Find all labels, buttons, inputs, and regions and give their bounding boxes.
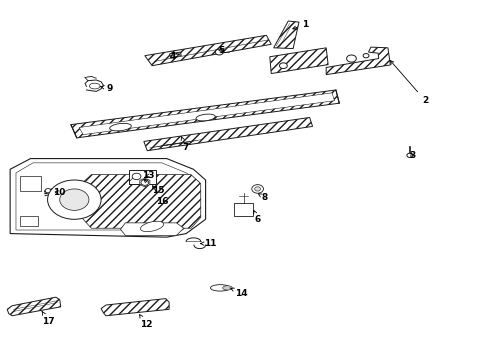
Text: 17: 17 bbox=[41, 311, 54, 325]
Ellipse shape bbox=[196, 114, 215, 121]
Text: 4: 4 bbox=[169, 51, 179, 60]
Polygon shape bbox=[325, 47, 389, 75]
Polygon shape bbox=[143, 117, 312, 151]
Polygon shape bbox=[144, 35, 271, 66]
Circle shape bbox=[363, 54, 368, 58]
Text: 8: 8 bbox=[258, 193, 267, 202]
Text: 1: 1 bbox=[292, 20, 308, 29]
Circle shape bbox=[141, 180, 148, 185]
Circle shape bbox=[251, 185, 263, 193]
Polygon shape bbox=[7, 297, 61, 316]
Text: 14: 14 bbox=[229, 288, 247, 298]
Polygon shape bbox=[16, 163, 200, 230]
Ellipse shape bbox=[89, 83, 100, 89]
Circle shape bbox=[346, 55, 356, 62]
Text: 13: 13 bbox=[142, 171, 154, 180]
Polygon shape bbox=[20, 216, 38, 226]
Text: 7: 7 bbox=[181, 137, 188, 152]
Text: 9: 9 bbox=[100, 84, 112, 93]
Polygon shape bbox=[79, 93, 334, 135]
Text: 2: 2 bbox=[389, 60, 427, 105]
Text: 6: 6 bbox=[253, 211, 261, 224]
Polygon shape bbox=[233, 203, 253, 216]
Polygon shape bbox=[140, 178, 149, 187]
Polygon shape bbox=[128, 170, 156, 184]
Text: 16: 16 bbox=[152, 186, 168, 206]
Ellipse shape bbox=[140, 221, 163, 231]
Polygon shape bbox=[81, 175, 201, 228]
Circle shape bbox=[47, 180, 101, 219]
Polygon shape bbox=[169, 52, 181, 58]
Circle shape bbox=[406, 153, 412, 157]
Circle shape bbox=[132, 173, 141, 180]
Circle shape bbox=[45, 189, 51, 193]
Ellipse shape bbox=[109, 123, 131, 131]
Circle shape bbox=[254, 187, 260, 191]
Text: 3: 3 bbox=[408, 151, 414, 160]
Polygon shape bbox=[71, 90, 339, 138]
Ellipse shape bbox=[222, 286, 232, 290]
Circle shape bbox=[215, 49, 223, 55]
Circle shape bbox=[279, 63, 287, 68]
Text: 10: 10 bbox=[53, 188, 65, 197]
Text: 11: 11 bbox=[200, 239, 216, 248]
Text: 15: 15 bbox=[143, 179, 164, 195]
Polygon shape bbox=[269, 48, 327, 73]
Ellipse shape bbox=[210, 285, 229, 291]
Text: 5: 5 bbox=[218, 46, 224, 55]
Polygon shape bbox=[101, 298, 169, 316]
Text: 12: 12 bbox=[139, 315, 152, 329]
Polygon shape bbox=[273, 21, 298, 49]
Circle shape bbox=[60, 189, 89, 210]
Polygon shape bbox=[10, 158, 205, 237]
Polygon shape bbox=[20, 176, 41, 191]
Polygon shape bbox=[120, 223, 183, 235]
